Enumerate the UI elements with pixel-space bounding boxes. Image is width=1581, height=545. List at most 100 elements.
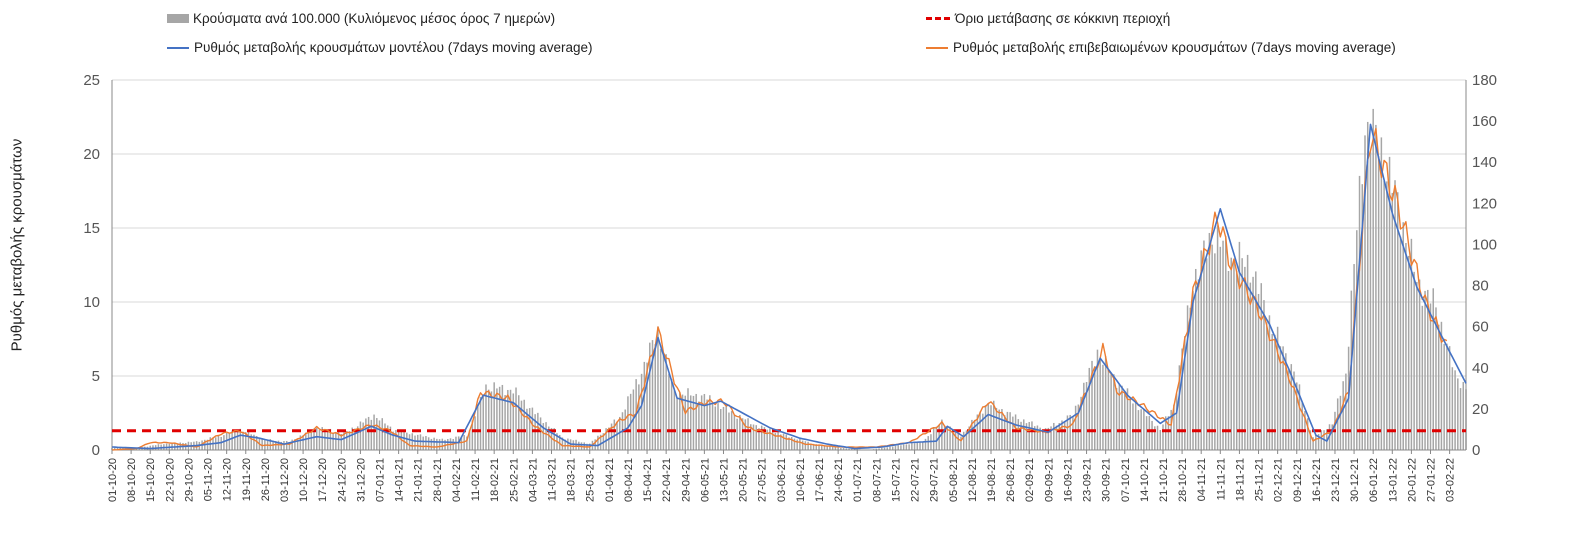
bar [1312,437,1314,450]
bar [979,411,981,450]
bar [427,437,430,450]
x-tick-label: 12-08-21 [967,458,979,502]
bar [1115,388,1118,450]
x-tick-label: 03-06-21 [776,458,788,502]
y2-tick-label: 40 [1472,360,1489,377]
bar [1031,421,1033,450]
bar [668,373,670,450]
bar [971,419,973,450]
bar [1039,427,1041,450]
bar [1126,388,1129,450]
bar [1066,415,1069,450]
bar [992,400,995,450]
bar [1085,382,1088,450]
bar [924,438,927,450]
bar [662,355,665,450]
bar [1025,423,1028,450]
bar [1427,289,1429,450]
legend-label-confirmed: Ρυθμός μεταβολής επιβεβαιωμένων κρουσμάτ… [953,40,1396,55]
x-tick-label: 01-07-21 [852,458,864,502]
bar [411,433,414,450]
bar [679,392,681,450]
bar [627,396,629,450]
bar [1162,424,1164,450]
bar [1184,336,1186,450]
bar [1143,409,1145,450]
bar [1083,382,1085,450]
bar [695,393,697,450]
bar [638,384,640,450]
bar [1205,258,1208,450]
bar [1443,343,1445,450]
bar [911,443,913,450]
bar [1230,257,1232,450]
bar [676,398,678,450]
bar [1058,423,1061,450]
legend-orange-line-swatch [926,46,948,49]
bar [1164,416,1167,450]
bar [1151,420,1153,450]
legend-label-threshold: Όριο μετάβασης σε κόκκινη περιοχή [955,11,1171,26]
bar [1315,434,1317,450]
bar [990,405,992,450]
bar [995,407,998,450]
bar [1238,241,1241,450]
bar [367,416,370,450]
x-tick-label: 24-06-21 [833,458,845,502]
bar [782,433,785,450]
bar [477,404,479,450]
x-tick-label: 02-09-21 [1024,458,1036,502]
bar [763,427,766,450]
bar [1290,364,1293,450]
bar [758,428,760,450]
bar [239,428,242,450]
x-tick-label: 15-10-20 [145,458,157,502]
bar [1104,356,1107,450]
y-tick-label: 0 [92,442,100,459]
bar [408,434,411,450]
bar [1099,359,1101,450]
bar [646,362,648,450]
bar [1096,349,1099,450]
bar [1276,326,1279,450]
bar [378,420,381,450]
bar [1306,418,1309,450]
bar [1132,403,1134,450]
bar [1006,411,1009,450]
bar [419,434,422,450]
bar [1353,264,1355,450]
x-tick-label: 15-07-21 [890,458,902,502]
bar [1063,421,1066,450]
bar [1241,258,1243,450]
bar [1017,419,1020,450]
bar [750,424,752,450]
legend-bar-swatch [167,14,189,23]
bar [1194,268,1197,450]
bar [946,426,949,450]
bar [441,438,444,450]
bar [1432,288,1434,450]
bar [493,382,495,450]
x-tick-label: 12-11-20 [222,458,234,501]
y2-tick-label: 100 [1472,236,1497,253]
bar [1028,421,1030,450]
bar [1167,416,1170,450]
bar [845,448,848,450]
x-tick-label: 22-04-21 [661,458,673,502]
bar [564,439,566,450]
y2-tick-label: 180 [1472,72,1497,89]
bar [307,430,310,450]
bar [984,405,987,450]
bar [381,418,384,450]
x-tick-label: 24-12-20 [336,458,348,502]
bar [269,439,272,450]
x-tick-label: 19-11-20 [241,458,253,501]
bar [1003,415,1006,450]
bar [242,431,244,450]
bar [840,448,842,450]
bar [796,439,798,450]
legend-item-model: Ρυθμός μεταβολής κρουσμάτων μοντέλου (7d… [167,40,593,55]
x-tick-label: 21-01-21 [413,458,425,502]
x-tick-label: 27-01-22 [1426,458,1438,502]
bar [1375,124,1377,450]
